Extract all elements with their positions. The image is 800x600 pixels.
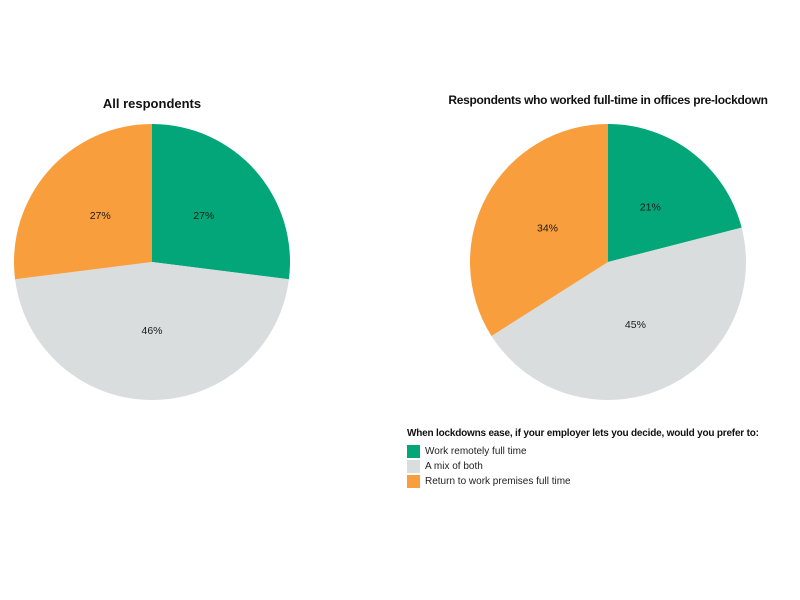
pie-slice-work-remotely-full-time	[152, 124, 290, 280]
legend-item-work-remotely: Work remotely full time	[407, 444, 797, 459]
legend: When lockdowns ease, if your employer le…	[407, 428, 797, 489]
pie-slice-return-to-work-premises-full-time	[469, 124, 608, 336]
percent-label: 27%	[193, 210, 214, 222]
legend-item-mix-of-both: A mix of both	[407, 459, 797, 474]
pie-slice-return-to-work-premises-full-time	[14, 124, 152, 280]
percent-label: 34%	[537, 223, 558, 235]
legend-swatch-gray	[407, 460, 420, 473]
percent-label: 46%	[141, 325, 162, 337]
legend-item-label: A mix of both	[425, 461, 483, 472]
pie-chart-all-respondents: 27% 46% 27%	[14, 124, 290, 400]
pie-slice-work-remotely-full-time	[608, 124, 742, 262]
percent-label: 27%	[90, 210, 111, 222]
legend-item-return-to-premises: Return to work premises full time	[407, 474, 797, 489]
percent-label: 21%	[640, 201, 661, 213]
legend-swatch-green	[407, 445, 420, 458]
pie-slice-a-mix-of-both	[491, 227, 746, 400]
pie-slice-a-mix-of-both	[15, 262, 289, 400]
pie-chart-office-workers: 21% 45% 34%	[469, 124, 746, 400]
percent-label: 45%	[625, 319, 646, 331]
chart-title-office-workers: Respondents who worked full-time in offi…	[448, 93, 768, 107]
chart-title-all-respondents: All respondents	[102, 96, 202, 111]
legend-item-label: Work remotely full time	[425, 446, 527, 457]
legend-item-label: Return to work premises full time	[425, 476, 571, 487]
legend-title: When lockdowns ease, if your employer le…	[407, 428, 759, 439]
legend-swatch-orange	[407, 475, 420, 488]
